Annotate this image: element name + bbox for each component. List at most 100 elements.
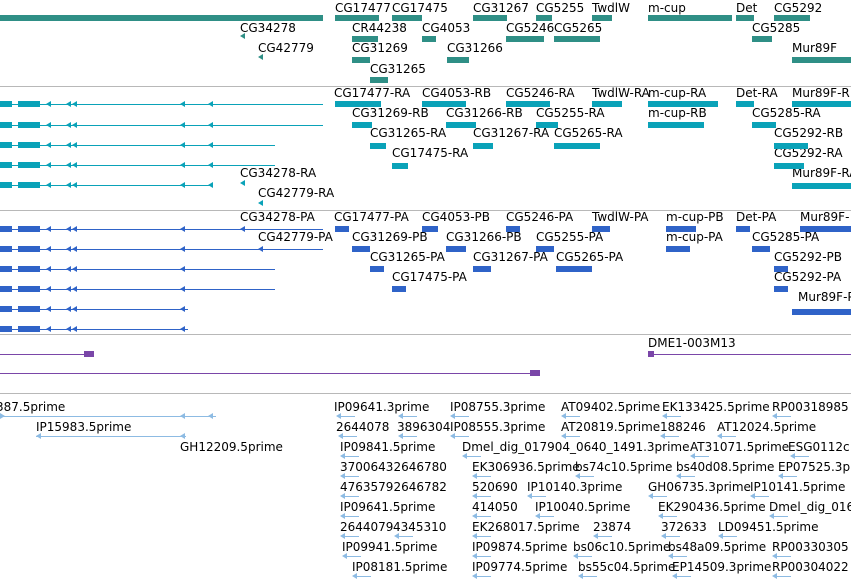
feature-label[interactable]: IP09641.3prime: [334, 400, 430, 414]
feature-label[interactable]: CG31266-PB: [446, 230, 522, 244]
protein-glyph[interactable]: [666, 226, 696, 232]
exon-glyph[interactable]: [18, 286, 40, 292]
feature-label[interactable]: RP00304022: [772, 560, 849, 574]
exon-glyph[interactable]: [0, 226, 12, 232]
protein-glyph[interactable]: [792, 309, 851, 315]
feature-label[interactable]: CG17475-PA: [392, 270, 467, 284]
transcript-glyph[interactable]: [648, 122, 704, 128]
feature-label[interactable]: CG31266: [447, 41, 503, 55]
gene-glyph[interactable]: [447, 57, 469, 63]
gene-glyph[interactable]: [352, 36, 378, 42]
transcript-glyph[interactable]: [648, 101, 718, 107]
exon-glyph[interactable]: [0, 326, 12, 332]
feature-label[interactable]: m-cup-PB: [666, 211, 724, 224]
feature-label[interactable]: Mur89F-R: [792, 87, 850, 100]
feature-label[interactable]: RP00330305: [772, 540, 849, 554]
gene-glyph[interactable]: [473, 15, 507, 21]
exon-glyph[interactable]: [0, 101, 12, 107]
gene-glyph[interactable]: [592, 15, 612, 21]
exon-glyph[interactable]: [18, 122, 40, 128]
feature-label[interactable]: CG34278-PA: [240, 211, 315, 224]
transcript-glyph[interactable]: [592, 101, 622, 107]
feature-label[interactable]: TwdlW-PA: [592, 211, 649, 224]
feature-label[interactable]: 4345310: [393, 520, 447, 534]
feature-label[interactable]: 372633: [661, 520, 707, 534]
exon-glyph[interactable]: [0, 246, 12, 252]
feature-label[interactable]: CG17475-RA: [392, 146, 469, 160]
feature-label[interactable]: 3896304: [397, 420, 451, 434]
feature-label[interactable]: EK268017.5prime: [472, 520, 580, 534]
gene-glyph[interactable]: [0, 15, 323, 21]
feature-label[interactable]: Mur89F: [792, 41, 838, 55]
feature-label[interactable]: CG17477-RA: [334, 87, 411, 100]
protein-glyph[interactable]: [752, 246, 770, 252]
protein-glyph[interactable]: [666, 246, 690, 252]
feature-label[interactable]: IP10040.5prime: [535, 500, 631, 514]
feature-label[interactable]: AT09402.5prime: [561, 400, 661, 414]
protein-glyph[interactable]: [370, 266, 384, 272]
feature-label[interactable]: CG4053-PB: [422, 211, 491, 224]
feature-label[interactable]: 2644079: [340, 520, 394, 534]
exon-glyph[interactable]: [0, 162, 12, 168]
feature-label[interactable]: IP09774.5prime: [472, 560, 568, 574]
feature-label[interactable]: CG34278-RA: [240, 166, 317, 180]
feature-label[interactable]: 520690: [472, 480, 518, 494]
exon-glyph[interactable]: [18, 306, 40, 312]
gene-glyph[interactable]: [335, 15, 379, 21]
feature-label[interactable]: 387.5prime: [0, 400, 66, 414]
feature-label[interactable]: EK306936.5prime: [472, 460, 580, 474]
feature-label[interactable]: bs40d08.5prime: [676, 460, 775, 474]
feature-label[interactable]: m-cup-PA: [666, 230, 723, 244]
feature-label[interactable]: bs06c10.5prime: [573, 540, 671, 554]
exon-glyph[interactable]: [0, 142, 12, 148]
feature-label[interactable]: EP07525.3p: [778, 460, 851, 474]
feature-label[interactable]: m-cup-RA: [648, 87, 707, 100]
gene-glyph[interactable]: [536, 15, 552, 21]
feature-label[interactable]: TwdlW-RA: [592, 87, 650, 100]
feature-label[interactable]: CG42779: [258, 41, 314, 55]
feature-label[interactable]: Mur89F-RA: [792, 166, 851, 180]
gene-glyph[interactable]: [792, 57, 851, 63]
feature-label[interactable]: CG31265: [370, 62, 426, 76]
protein-glyph[interactable]: [774, 286, 788, 292]
feature-label[interactable]: 47635792646782: [340, 480, 447, 494]
protein-glyph[interactable]: [392, 286, 406, 292]
feature-label[interactable]: CG5246: [506, 21, 555, 35]
feature-label[interactable]: Dmel_dig_016: [769, 500, 851, 514]
transcript-glyph[interactable]: [774, 163, 804, 169]
feature-label[interactable]: CG5246-RA: [506, 87, 575, 100]
feature-label[interactable]: bs55c04.5prime: [578, 560, 676, 574]
transcript-glyph[interactable]: [792, 101, 851, 107]
feature-label[interactable]: CG17477-PA: [334, 211, 409, 224]
transcript-glyph[interactable]: [506, 101, 550, 107]
feature-label[interactable]: CG31267-RA: [473, 126, 550, 140]
exon-glyph[interactable]: [0, 306, 12, 312]
transcript-glyph[interactable]: [536, 122, 558, 128]
gene-glyph[interactable]: [648, 15, 732, 21]
feature-label[interactable]: CG5292-PB: [774, 250, 843, 264]
feature-label[interactable]: CG5246-PA: [506, 211, 574, 224]
feature-label[interactable]: IP10141.5prime: [750, 480, 846, 494]
protein-glyph[interactable]: [592, 226, 610, 232]
transcript-glyph[interactable]: [370, 143, 386, 149]
feature-label[interactable]: TwdlW: [592, 1, 630, 15]
feature-label[interactable]: CG31265-RA: [370, 126, 447, 140]
feature-label[interactable]: CG31269-PB: [352, 230, 428, 244]
protein-glyph[interactable]: [556, 266, 592, 272]
feature-label[interactable]: CG42779-RA: [258, 186, 335, 200]
transcript-glyph[interactable]: [473, 143, 493, 149]
feature-label[interactable]: DME1-003M13: [648, 336, 736, 350]
protein-glyph[interactable]: [446, 246, 466, 252]
feature-label[interactable]: CG5292-RA: [774, 146, 843, 160]
transcript-glyph[interactable]: [774, 143, 808, 149]
transcript-glyph[interactable]: [392, 163, 408, 169]
feature-label[interactable]: IP09841.5prime: [340, 440, 436, 454]
gene-glyph[interactable]: [422, 36, 436, 42]
feature-label[interactable]: IP09941.5prime: [342, 540, 438, 554]
feature-label[interactable]: bs74c10.5prime: [575, 460, 673, 474]
feature-label[interactable]: CG31269: [352, 41, 408, 55]
feature-label[interactable]: CG5285-RA: [752, 106, 821, 120]
feature-label[interactable]: CG5255-PA: [536, 230, 604, 244]
protein-glyph[interactable]: [352, 246, 370, 252]
feature-label[interactable]: CG34278: [240, 21, 296, 35]
